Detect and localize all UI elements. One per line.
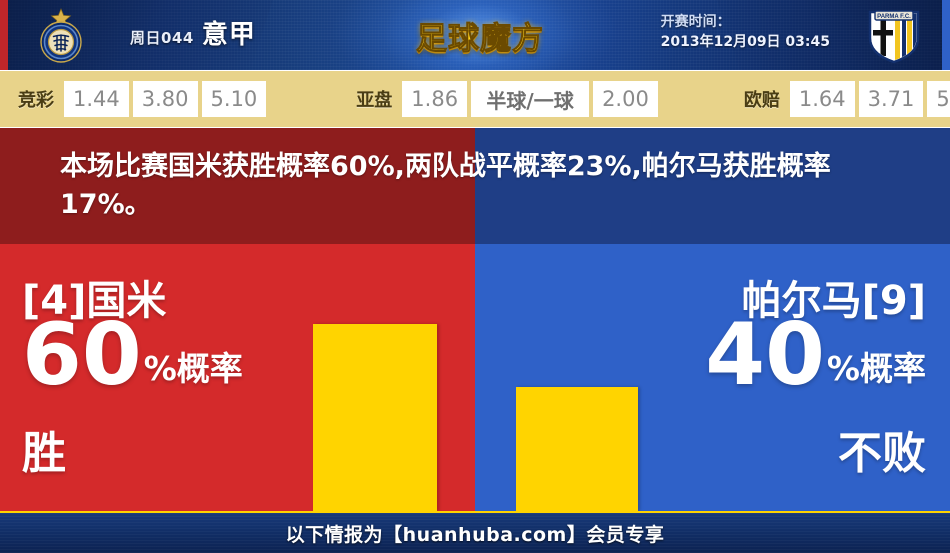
- odds-label-jingcai: 竞彩: [18, 90, 54, 111]
- team-panel-away: 帕尔马[9] 40 %概率 不败: [640, 244, 950, 511]
- odds-oupei-away[interactable]: 5.20: [927, 81, 950, 117]
- footer-banner: 以下情报为【huanhuba.com】会员专享: [0, 511, 950, 553]
- odds-oupei-draw[interactable]: 3.71: [858, 81, 924, 117]
- odds-jingcai-home[interactable]: 1.44: [64, 81, 129, 117]
- away-probability-value: 40: [705, 305, 825, 405]
- kickoff-date: 2013年12月09日 03:45: [660, 34, 830, 51]
- home-probability-value: 60: [22, 305, 142, 405]
- probability-chart: [4]国米 60 %概率 胜 帕尔马[9] 40 %概率 不败: [0, 244, 950, 511]
- match-label: 周日044 意甲: [130, 14, 256, 56]
- header-edge-red: [0, 0, 8, 70]
- odds-yapan-away[interactable]: 2.00: [593, 81, 658, 117]
- site-logo[interactable]: 足球魔方: [385, 0, 575, 70]
- odds-bar: 竞彩 1.44 3.80 5.10 亚盘 1.86 半球/一球 2.00 欧赔 …: [0, 70, 950, 128]
- match-number: 周日044: [130, 29, 194, 47]
- away-probability-suffix: %概率: [826, 349, 926, 389]
- home-probability: 60 %概率: [22, 305, 243, 405]
- odds-label-yapan: 亚盘: [356, 90, 393, 111]
- kickoff-time: 开赛时间： 2013年12月09日 03:45: [661, 12, 830, 53]
- odds-group-jingcai: 竞彩 1.44 3.80 5.10: [18, 81, 270, 117]
- team-panel-home: [4]国米 60 %概率 胜: [0, 244, 300, 511]
- odds-group-yapan: 亚盘 1.86 半球/一球 2.00: [356, 81, 662, 117]
- summary-half-away: [475, 128, 950, 244]
- header-edge-blue: [942, 0, 950, 70]
- home-outcome-label: 胜: [22, 428, 66, 479]
- kickoff-label: 开赛时间：: [660, 14, 731, 30]
- odds-oupei-home[interactable]: 1.64: [789, 81, 855, 117]
- away-outcome-label: 不败: [838, 428, 926, 479]
- odds-yapan-handicap[interactable]: 半球/一球: [471, 81, 590, 117]
- bar-away: [516, 387, 638, 511]
- odds-jingcai-draw[interactable]: 3.80: [132, 81, 198, 117]
- home-team-name: [4]国米: [22, 278, 167, 324]
- odds-jingcai-away[interactable]: 5.10: [201, 81, 267, 117]
- home-probability-suffix: %概率: [143, 349, 243, 389]
- league-name: 意甲: [201, 20, 256, 50]
- away-badge-caption: PARMA F.C.: [877, 14, 911, 20]
- summary-half-home: [0, 128, 475, 244]
- away-team-name: 帕尔马[9]: [741, 278, 926, 324]
- footer-text: 以下情报为【huanhuba.com】会员专享: [285, 523, 665, 546]
- summary-text: 本场比赛国米获胜概率60%,两队战平概率23%,帕尔马获胜概率17%。: [60, 151, 831, 221]
- odds-yapan-home[interactable]: 1.86: [402, 81, 468, 117]
- summary-banner: 本场比赛国米获胜概率60%,两队战平概率23%,帕尔马获胜概率17%。: [0, 128, 950, 244]
- odds-label-oupei: 欧赔: [743, 90, 780, 111]
- odds-group-oupei: 欧赔 1.64 3.71 5.20: [744, 81, 950, 117]
- away-probability: 40 %概率: [705, 305, 926, 405]
- bar-home: [313, 324, 437, 511]
- match-header: PARMA F.C. 周日044 意甲 足球魔方 开赛时间： 2013年12月0…: [0, 0, 950, 70]
- away-team-badge-icon: PARMA F.C.: [866, 6, 922, 64]
- logo-text: 足球魔方: [416, 20, 544, 57]
- home-team-badge-icon: [32, 6, 90, 64]
